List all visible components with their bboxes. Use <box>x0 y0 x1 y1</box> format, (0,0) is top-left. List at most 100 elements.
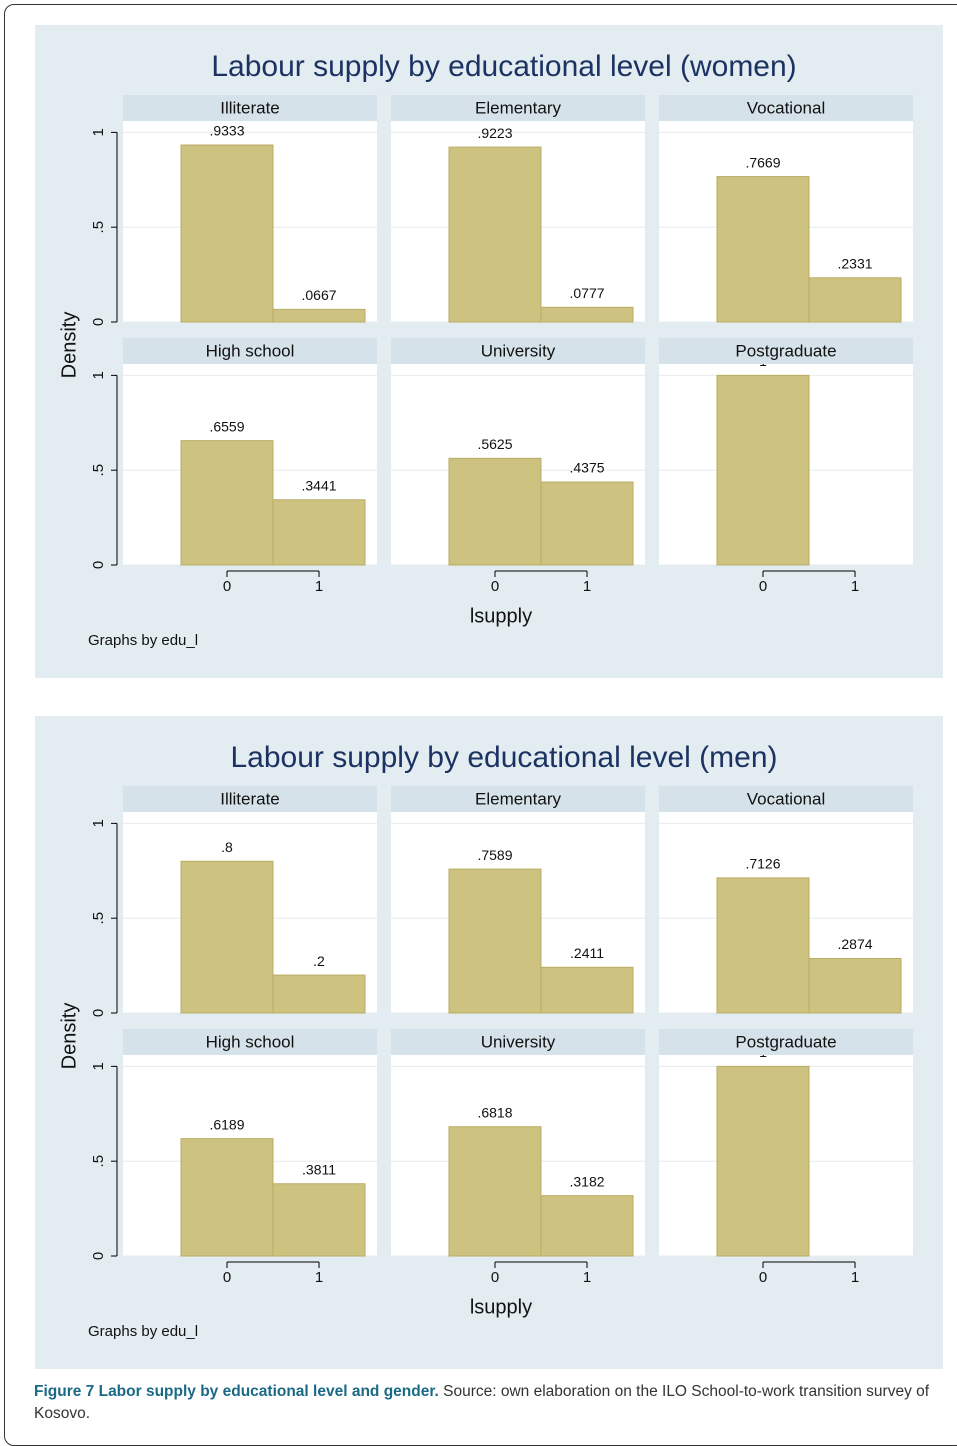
facet-title: Illiterate <box>220 789 280 808</box>
figure: Labour supply by educational level (wome… <box>35 25 943 1369</box>
facet-header <box>659 1029 913 1055</box>
y-tick-label: 0 <box>90 1252 107 1260</box>
value-label: .2411 <box>570 945 604 961</box>
bar <box>448 1126 542 1257</box>
value-label: .7669 <box>745 154 780 170</box>
value-label: .3182 <box>569 1173 604 1189</box>
facet-title: Elementary <box>475 789 561 808</box>
bar <box>540 481 634 566</box>
chart-panel: Labour supply by educational level (men)… <box>35 716 943 1369</box>
value-label: .2331 <box>837 256 872 272</box>
x-tick-label: 0 <box>491 578 499 595</box>
facet-title: Vocational <box>747 789 825 808</box>
bar <box>448 457 542 566</box>
bar <box>540 1195 634 1257</box>
chart-title: Labour supply by educational level (wome… <box>211 50 796 83</box>
value-label: .8 <box>221 839 233 855</box>
x-axis-label: lsupply <box>470 605 532 627</box>
facet-header <box>123 1029 377 1055</box>
chart-panel: Labour supply by educational level (wome… <box>35 25 943 678</box>
bar <box>716 877 810 1014</box>
bar <box>180 860 274 1014</box>
y-tick-label: .5 <box>90 221 107 234</box>
bar <box>716 1065 810 1257</box>
bar <box>272 308 366 323</box>
value-label: .2 <box>313 953 325 969</box>
bar <box>716 176 810 323</box>
x-tick-label: 1 <box>583 1269 591 1286</box>
facet-header <box>123 786 377 812</box>
value-label: .6559 <box>209 418 244 434</box>
value-label: .9333 <box>209 123 244 139</box>
bar <box>808 958 902 1014</box>
y-tick-label: 0 <box>90 561 107 569</box>
value-label: .6818 <box>477 1104 512 1120</box>
x-tick-label: 1 <box>315 1269 323 1286</box>
facet-header <box>659 786 913 812</box>
caption: Figure 7 Labor supply by educational lev… <box>34 1381 946 1425</box>
facet-title: Postgraduate <box>735 1032 836 1051</box>
caption-label: Figure 7 Labor supply by educational lev… <box>34 1383 439 1400</box>
note: Graphs by edu_l <box>88 1323 198 1340</box>
facet-header <box>123 338 377 364</box>
x-tick-label: 1 <box>851 1269 859 1286</box>
x-tick-label: 1 <box>583 578 591 595</box>
y-tick-label: 0 <box>90 1009 107 1017</box>
facet-title: High school <box>206 1032 295 1051</box>
x-tick-label: 0 <box>223 578 231 595</box>
x-tick-label: 0 <box>223 1269 231 1286</box>
facet-title: High school <box>206 341 295 360</box>
y-axis-label: Density <box>58 312 80 379</box>
bar <box>716 374 810 566</box>
value-label: .3811 <box>302 1161 336 1177</box>
y-tick-label: .5 <box>90 1155 107 1168</box>
y-tick-label: 1 <box>90 1062 107 1070</box>
bar <box>540 306 634 323</box>
bar <box>272 1183 366 1257</box>
y-axis-label: Density <box>58 1003 80 1070</box>
value-label: .7126 <box>745 856 780 872</box>
value-label: .0667 <box>301 287 336 303</box>
value-label: .4375 <box>569 460 604 476</box>
x-tick-label: 1 <box>851 578 859 595</box>
bar <box>180 440 274 566</box>
x-tick-label: 0 <box>759 578 767 595</box>
bar <box>448 146 542 323</box>
caption-text: Source: own elaboration on the ILO Schoo… <box>34 1383 930 1422</box>
y-tick-label: 1 <box>90 371 107 379</box>
facet-title: Illiterate <box>220 98 280 117</box>
value-label: .7589 <box>477 847 512 863</box>
value-label: .2874 <box>837 936 872 952</box>
facet-title: University <box>481 1032 556 1051</box>
facet-header <box>391 786 645 812</box>
facet-header <box>659 338 913 364</box>
facet-header <box>391 1029 645 1055</box>
facet-header <box>659 95 913 121</box>
x-tick-label: 0 <box>759 1269 767 1286</box>
bar <box>180 1138 274 1257</box>
facet-title: Elementary <box>475 98 561 117</box>
y-tick-label: .5 <box>90 464 107 477</box>
facet-title: Postgraduate <box>735 341 836 360</box>
facet-title: Vocational <box>747 98 825 117</box>
value-label: .3441 <box>301 477 336 493</box>
bar <box>540 966 634 1014</box>
x-axis-label: lsupply <box>470 1296 532 1318</box>
facet-header <box>123 95 377 121</box>
bar <box>808 277 902 323</box>
value-label: .6189 <box>209 1116 244 1132</box>
bar <box>272 499 366 566</box>
y-tick-label: 0 <box>90 318 107 326</box>
facet-header <box>391 95 645 121</box>
facet-title: University <box>481 341 556 360</box>
bar <box>180 144 274 323</box>
value-label: .9223 <box>477 125 512 141</box>
value-label: .5625 <box>477 436 512 452</box>
bar <box>448 868 542 1014</box>
bar <box>272 974 366 1014</box>
note: Graphs by edu_l <box>88 632 198 649</box>
x-tick-label: 0 <box>491 1269 499 1286</box>
x-tick-label: 1 <box>315 578 323 595</box>
chart-title: Labour supply by educational level (men) <box>231 741 778 774</box>
